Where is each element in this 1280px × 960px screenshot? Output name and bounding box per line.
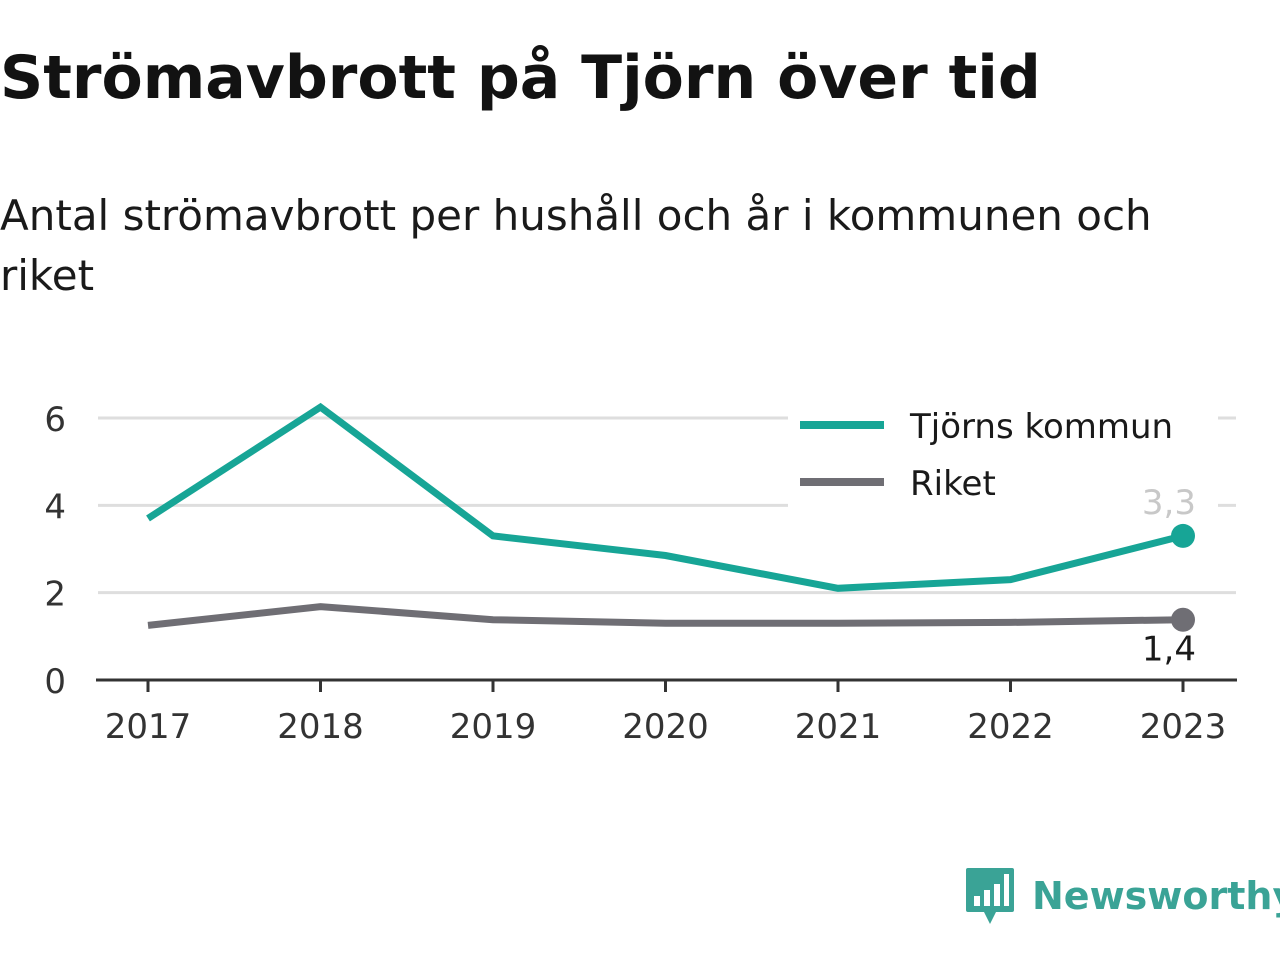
legend-label: Riket	[910, 464, 996, 504]
legend-label: Tjörns kommun	[909, 407, 1173, 447]
series-lines	[146, 402, 1184, 629]
end-marker	[1171, 523, 1195, 548]
x-tick-label: 2019	[450, 707, 537, 747]
newsworthy-logo-icon	[966, 868, 1014, 924]
end-value-label: 1,4	[1142, 630, 1196, 670]
x-tick-label: 2017	[105, 707, 192, 747]
legend: Tjörns kommun Riket	[788, 396, 1218, 520]
brand: Newsworthy	[964, 864, 1280, 928]
y-tick-label: 2	[44, 575, 66, 615]
y-axis: 0 2 4 6	[44, 400, 66, 702]
y-tick-label: 4	[44, 487, 66, 527]
end-marker	[1171, 607, 1195, 632]
end-markers: 3,3 1,4	[1142, 483, 1196, 670]
x-tick-label: 2020	[622, 707, 709, 747]
x-tick-label: 2023	[1140, 707, 1227, 747]
x-tick-label: 2021	[795, 707, 882, 747]
brand-name: Newsworthy	[1032, 874, 1280, 918]
chart-title: Strömavbrott på Tjörn över tid	[0, 43, 1041, 113]
y-tick-label: 6	[44, 400, 66, 440]
chart-subtitle: Antal strömavbrott per hushåll och år i …	[0, 191, 1152, 300]
series-line	[147, 603, 1184, 629]
legend-background	[788, 396, 1218, 520]
x-tick-label: 2022	[967, 707, 1054, 747]
end-value-label: 3,3	[1142, 483, 1196, 523]
y-tick-label: 0	[44, 662, 66, 702]
x-tick-label: 2018	[277, 707, 364, 747]
series-line	[146, 402, 1184, 592]
x-axis: 2017 2018 2019 2020 2021 2022 2023	[96, 678, 1237, 747]
